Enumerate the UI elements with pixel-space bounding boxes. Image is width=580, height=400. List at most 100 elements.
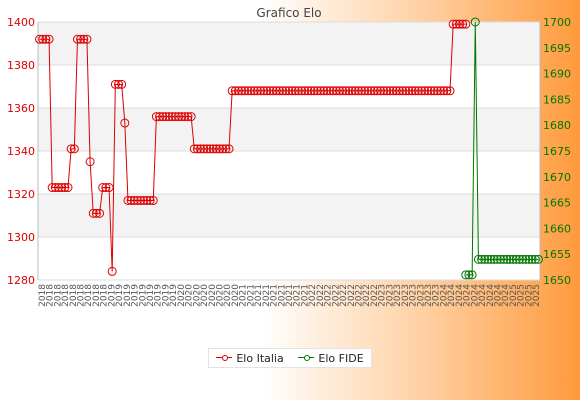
x-tick-label: 2020 [192, 284, 202, 307]
data-point [47, 183, 57, 193]
data-point [287, 86, 297, 96]
data-point [344, 86, 354, 96]
data-point [60, 183, 70, 193]
data-point [486, 254, 496, 264]
x-tick-label: 2022 [331, 284, 341, 307]
data-point [454, 19, 464, 29]
data-point [385, 86, 395, 96]
x-tick-label: 2023 [378, 284, 388, 307]
y-left-tick-label: 1340 [7, 145, 35, 158]
data-point [275, 86, 285, 96]
x-tick-label: 2024 [447, 284, 457, 307]
data-point [530, 254, 540, 264]
x-tick-label: 2019 [161, 284, 171, 307]
data-point [372, 86, 382, 96]
data-point [246, 86, 256, 96]
x-tick-label: 2020 [231, 284, 241, 307]
legend-item-elo-fide: Elo FIDE [298, 351, 364, 365]
data-point [407, 86, 417, 96]
series-1 [461, 17, 543, 280]
x-tick-label: 2020 [200, 284, 210, 307]
data-point [66, 144, 76, 154]
data-point [527, 254, 537, 264]
data-point [278, 86, 288, 96]
data-point [95, 208, 105, 218]
data-point [50, 183, 60, 193]
x-tick-label: 2018 [69, 284, 79, 307]
data-point [139, 195, 149, 205]
y-right-tick-label: 1665 [543, 197, 571, 210]
data-point [423, 86, 433, 96]
y-right-tick-label: 1675 [543, 145, 571, 158]
data-point [183, 112, 193, 122]
data-point [44, 34, 54, 44]
data-point [508, 254, 518, 264]
data-point [480, 254, 490, 264]
x-tick-label: 2018 [76, 284, 86, 307]
x-tick-label: 2020 [215, 284, 225, 307]
data-point [126, 195, 136, 205]
series-0 [35, 19, 471, 276]
x-tick-label: 2022 [339, 284, 349, 307]
x-tick-label: 2018 [92, 284, 102, 307]
x-tick-label: 2019 [115, 284, 125, 307]
data-point [268, 86, 278, 96]
data-point [98, 183, 108, 193]
y-right-tick-label: 1655 [543, 248, 571, 261]
x-tick-label: 2023 [385, 284, 395, 307]
data-point [470, 17, 480, 27]
x-tick-label: 2025 [509, 284, 519, 307]
legend-label: Elo Italia [236, 351, 284, 365]
y-right-tick-label: 1670 [543, 171, 571, 184]
x-tick-label: 2024 [494, 284, 504, 307]
data-point [379, 86, 389, 96]
chart-title: Grafico Elo [256, 6, 321, 20]
x-tick-label: 2019 [169, 284, 179, 307]
x-tick-label: 2020 [185, 284, 195, 307]
x-tick-label: 2021 [246, 284, 256, 307]
data-point [442, 86, 452, 96]
data-point [483, 254, 493, 264]
data-point [363, 86, 373, 96]
data-point [82, 34, 92, 44]
series-line [39, 23, 466, 272]
data-point [417, 86, 427, 96]
data-point [155, 112, 165, 122]
x-tick-label: 2024 [463, 284, 473, 307]
data-point [72, 34, 82, 44]
data-point [129, 195, 139, 205]
data-point [388, 86, 398, 96]
x-tick-label: 2018 [84, 284, 94, 307]
data-point [91, 208, 101, 218]
data-point [173, 112, 183, 122]
x-tick-label: 2021 [262, 284, 272, 307]
data-point [158, 112, 168, 122]
data-point [38, 34, 48, 44]
x-tick-label: 2024 [455, 284, 465, 307]
data-point [436, 86, 446, 96]
data-point [256, 86, 266, 96]
data-point [63, 183, 73, 193]
x-tick-label: 2020 [177, 284, 187, 307]
y-left-tick-label: 1400 [7, 16, 35, 29]
data-point [211, 144, 221, 154]
x-tick-label: 2021 [270, 284, 280, 307]
y-left-tick-label: 1320 [7, 188, 35, 201]
data-point [196, 144, 206, 154]
x-tick-label: 2018 [61, 284, 71, 307]
data-point [341, 86, 351, 96]
data-point [518, 254, 528, 264]
data-point [297, 86, 307, 96]
data-point [101, 183, 111, 193]
y-left-tick-label: 1380 [7, 59, 35, 72]
legend-label: Elo FIDE [318, 351, 364, 365]
data-point [202, 144, 212, 154]
data-point [477, 254, 487, 264]
data-point [319, 86, 329, 96]
data-point [35, 34, 45, 44]
data-point [85, 157, 95, 167]
x-tick-label: 2022 [362, 284, 372, 307]
data-point [366, 86, 376, 96]
data-point [132, 195, 142, 205]
y-left-tick-label: 1280 [7, 274, 35, 287]
